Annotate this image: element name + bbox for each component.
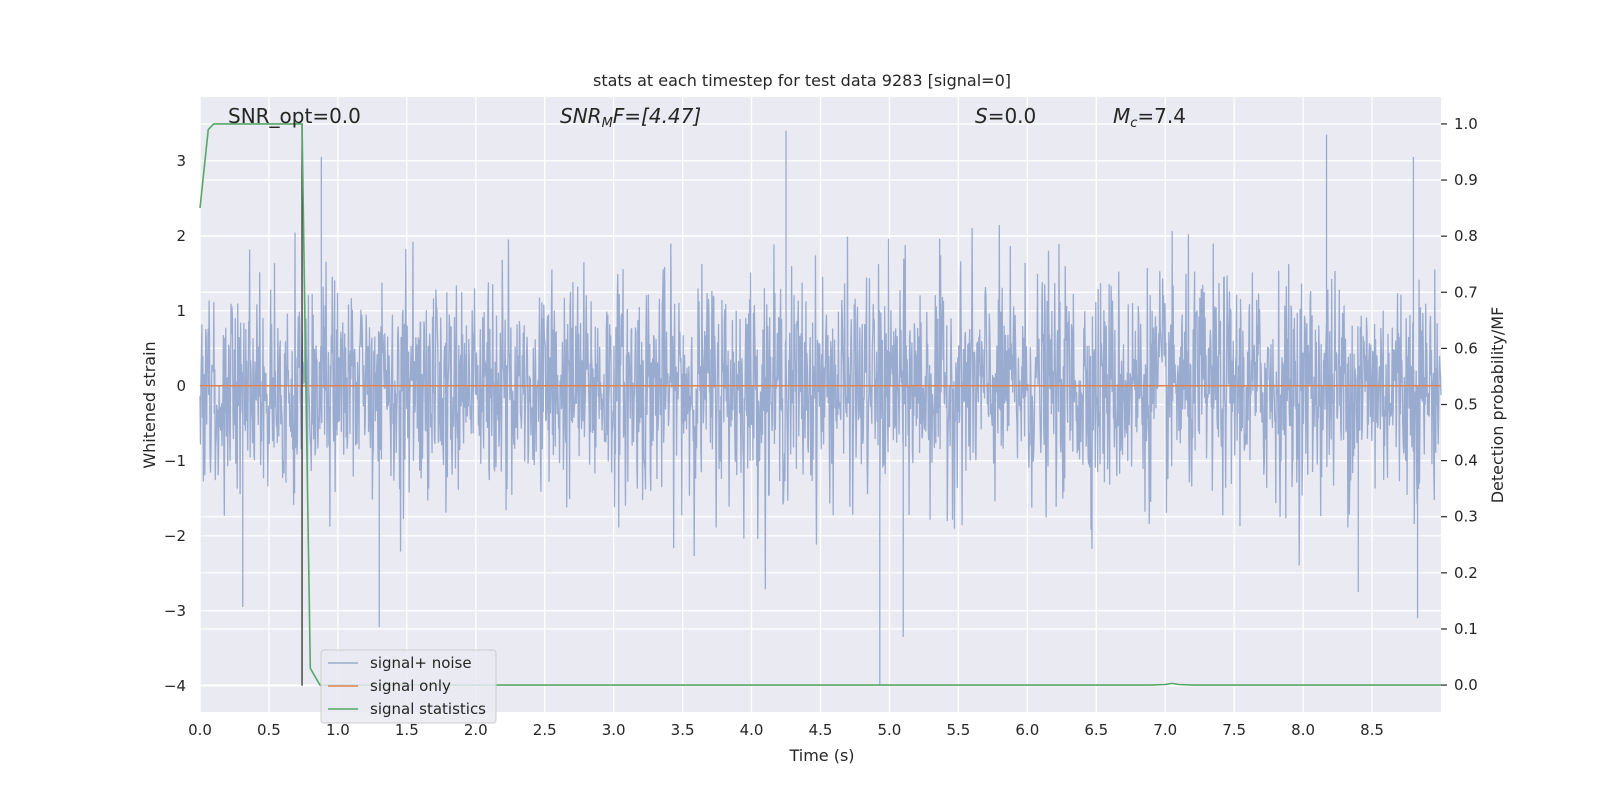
y-right-tick-label: 0.2 [1454, 564, 1478, 582]
annotation-snr-mf-base: SNR [560, 104, 602, 128]
y-tick-label: 0 [176, 377, 186, 395]
y-tick-label: −1 [164, 452, 186, 470]
series-line-signal-noise [199, 130, 1442, 686]
y-right-tick-label: 0.8 [1454, 227, 1478, 245]
y-tick-label: −4 [164, 677, 186, 695]
x-tick-label: 6.5 [1084, 721, 1108, 739]
y-axis-label: Whitened strain [140, 341, 159, 468]
y-right-tick-label: 1.0 [1454, 115, 1478, 133]
y-right-tick-label: 0.7 [1454, 283, 1478, 301]
x-tick-label: 4.5 [809, 721, 833, 739]
y-tick-label: 1 [176, 302, 186, 320]
legend-label-signal-noise: signal+ noise [370, 654, 472, 672]
chart-title: stats at each timestep for test data 928… [593, 71, 1011, 90]
x-tick-label: 1.5 [395, 721, 419, 739]
annotation-s: S=0.0 [975, 104, 1036, 128]
legend-label-signal-only: signal only [370, 677, 451, 695]
annotation-snr-opt: SNR_opt=0.0 [228, 104, 361, 128]
y-axis-ticks: −4 −3 −2 −1 0 1 2 3 [164, 152, 186, 695]
x-tick-label: 8.5 [1360, 721, 1384, 739]
y-tick-label: −3 [164, 602, 186, 620]
x-tick-label: 5.0 [878, 721, 902, 739]
x-tick-label: 4.0 [740, 721, 764, 739]
legend-label-signal-statistics: signal statistics [370, 700, 486, 718]
y-tick-label: −2 [164, 527, 186, 545]
annotation-s-value: =0.0 [988, 104, 1037, 128]
y-right-axis-label: Detection probability/MF [1488, 307, 1507, 504]
legend-box [320, 649, 497, 724]
y-right-tick-label: 0.3 [1454, 508, 1478, 526]
x-axis-label: Time (s) [788, 746, 854, 765]
x-tick-label: 3.5 [671, 721, 695, 739]
y-right-tick-label: 0.0 [1454, 676, 1478, 694]
y-right-tick-label: 0.6 [1454, 339, 1478, 357]
x-tick-label: 6.0 [1015, 721, 1039, 739]
x-tick-label: 8.0 [1291, 721, 1315, 739]
x-tick-label: 0.5 [257, 721, 281, 739]
y-right-axis-ticks: 0.0 0.1 0.2 0.3 0.4 0.5 0.6 0.7 0.8 0.9 1.0 [1441, 115, 1478, 694]
series-signal-noise [199, 130, 1442, 686]
x-tick-label: 5.5 [946, 721, 970, 739]
y-right-tick-label: 0.9 [1454, 171, 1478, 189]
y-tick-label: 2 [176, 227, 186, 245]
x-tick-label: 3.0 [602, 721, 626, 739]
annotation-snr-mf-sub: M [602, 116, 613, 131]
x-tick-label: 1.0 [326, 721, 350, 739]
annotation-mc-value: =7.4 [1137, 104, 1186, 128]
annotation-mc-sub: c [1130, 116, 1137, 131]
x-tick-label: 2.5 [533, 721, 557, 739]
y-tick-label: 3 [176, 152, 186, 170]
annotation-snr-mf: SNRMF=[4.47] [560, 104, 701, 131]
y-right-tick-label: 0.4 [1454, 452, 1478, 470]
annotation-s-symbol: S [975, 104, 988, 128]
y-right-tick-label: 0.5 [1454, 396, 1478, 414]
annotation-mc: Mc=7.4 [1113, 104, 1186, 131]
x-tick-label: 7.0 [1153, 721, 1177, 739]
annotation-snr-mf-rest: F=[4.47] [613, 104, 701, 128]
annotation-mc-base: M [1113, 104, 1130, 128]
y-right-tick-label: 0.1 [1454, 620, 1478, 638]
x-tick-label: 0.0 [188, 721, 212, 739]
x-axis-ticks: 0.0 0.5 1.0 1.5 2.0 2.5 3.0 3.5 4.0 4.5 5.0 5.5 6.0 6… [188, 721, 1384, 739]
annotations: SNR_opt=0.0 SNRMF=[4.47] S=0.0 Mc=7.4 [228, 104, 1186, 131]
x-tick-label: 7.5 [1222, 721, 1246, 739]
x-tick-label: 2.0 [464, 721, 488, 739]
legend: signal+ noise signal only signal statist… [320, 649, 497, 724]
